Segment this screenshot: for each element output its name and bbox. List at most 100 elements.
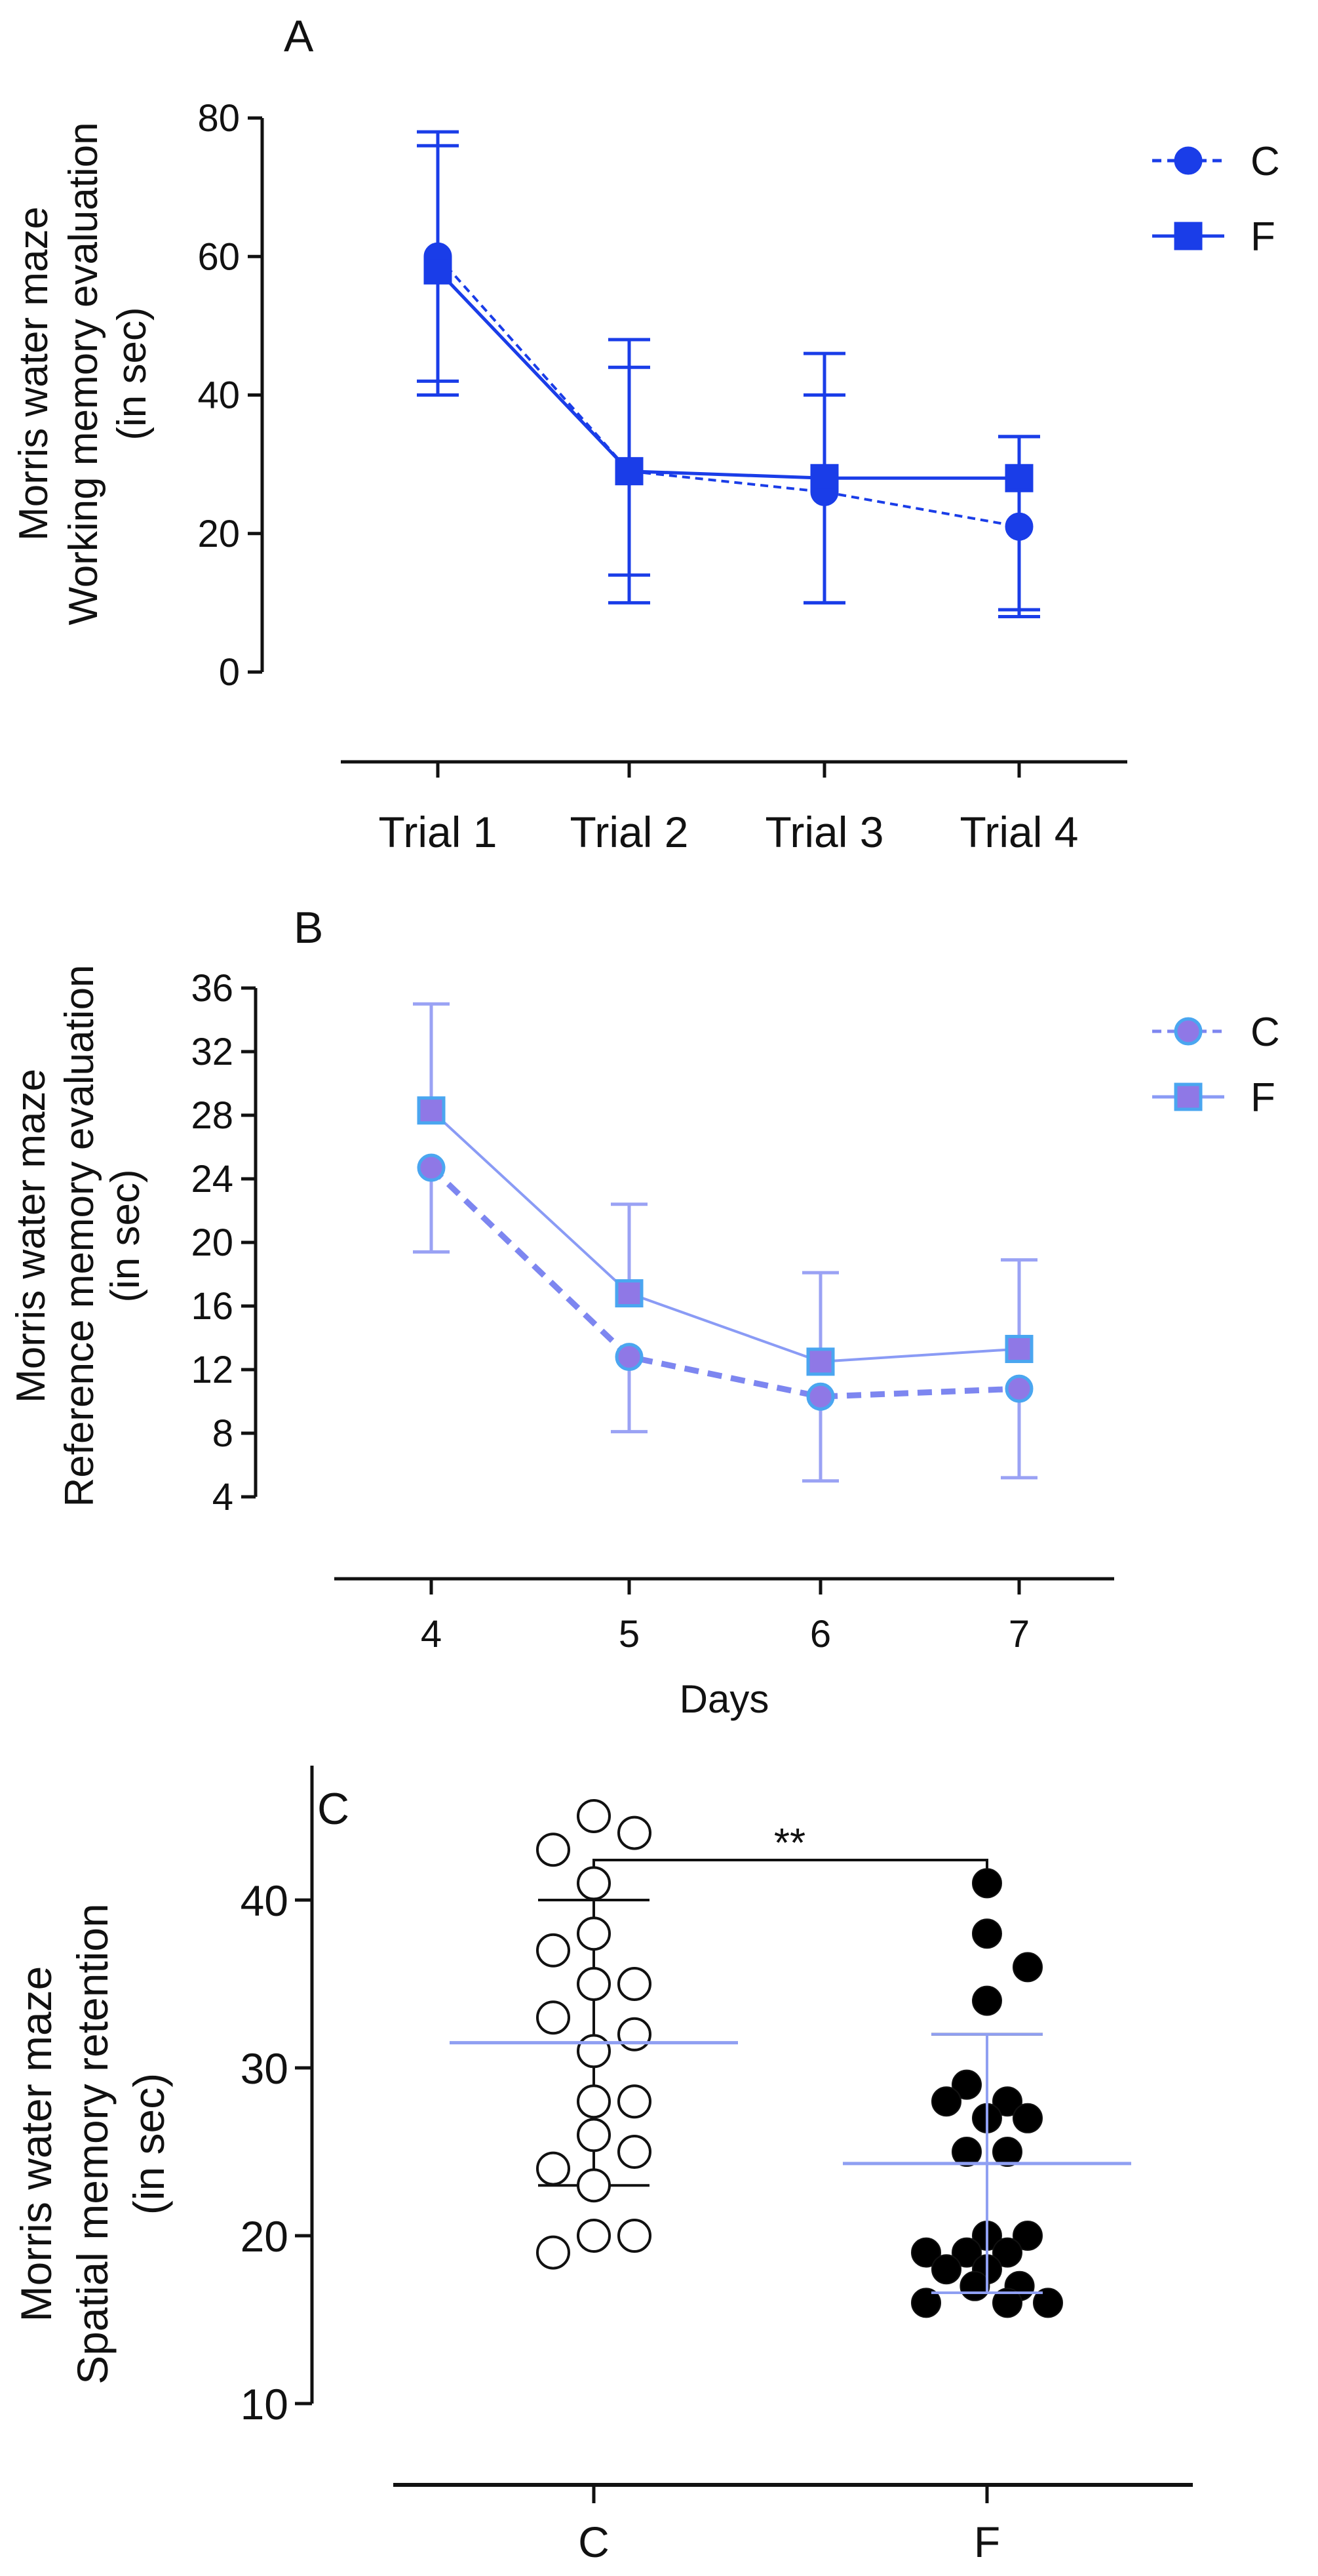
y-tick-label: 36 (191, 967, 233, 1010)
legend-marker (1174, 1017, 1203, 1046)
y-axis-title-line: Working memory evaluation (61, 122, 106, 625)
legend-label: C (1250, 1010, 1280, 1055)
data-point-c (615, 1343, 644, 1372)
series-line (436, 255, 1020, 528)
series-f (417, 1096, 1034, 1376)
y-tick-label: 80 (197, 97, 240, 140)
legend-marker (1174, 1082, 1203, 1111)
data-point-f (1033, 2288, 1063, 2318)
y-tick-label: 40 (197, 374, 240, 417)
x-tick-label: C (578, 2518, 610, 2566)
panel-a-chart: A 0 20 40 60 80 Trial 1 Trial 2 Trial 3 Trial 4 Mo… (11, 11, 1280, 856)
data-point-f (615, 457, 644, 486)
panel-label: B (294, 903, 323, 953)
y-axis-title-line: Spatial memory retention (68, 1903, 117, 2385)
data-point-f (972, 1918, 1002, 1949)
y-tick-label: 12 (191, 1349, 233, 1391)
x-tick-label: 6 (810, 1613, 831, 1655)
x-tick-label: Trial 1 (379, 808, 497, 856)
data-point-f (952, 2069, 982, 2100)
y-tick-label: 28 (191, 1094, 233, 1137)
y-axis-title-line: (in sec) (103, 1169, 148, 1302)
data-point-c (806, 1382, 835, 1411)
x-tick-label: Trial 2 (570, 808, 689, 856)
legend-marker (1174, 222, 1203, 250)
data-point-c (1005, 1374, 1034, 1403)
y-tick-label: 40 (241, 1876, 288, 1925)
legend: CF (1152, 1010, 1280, 1120)
y-tick-label: 0 (219, 651, 240, 694)
y-tick-label: 16 (191, 1285, 233, 1328)
data-point-f (972, 1985, 1002, 2016)
y-axis-title-line: (in sec) (109, 307, 155, 440)
data-point-c (417, 1153, 446, 1182)
data-point-c (577, 2034, 611, 2069)
data-point-f (952, 2237, 982, 2268)
data-point-f (911, 2237, 941, 2268)
x-tick-label: F (974, 2518, 1000, 2566)
panel-b-chart: B 4 8 12 16 20 24 28 32 36 4 5 6 7 Days Morris water ma… (9, 903, 1280, 1721)
data-point-c (536, 1933, 570, 1968)
data-point-f (810, 464, 839, 492)
y-tick-label: 30 (241, 2044, 288, 2093)
data-point-f (992, 2086, 1022, 2117)
y-tick-label: 10 (241, 2380, 288, 2428)
x-tick-label: 4 (421, 1613, 442, 1655)
data-point-c (617, 2219, 651, 2253)
data-point-c (536, 2000, 570, 2035)
legend-label: C (1250, 139, 1280, 184)
series-line (430, 1109, 1020, 1363)
significance-marker: ** (774, 1821, 805, 1866)
y-axis-title-line: Reference memory evaluation (57, 964, 102, 1507)
y-axis-title-line: Morris water maze (11, 207, 56, 541)
data-point-c (617, 2017, 651, 2051)
data-point-c (617, 1967, 651, 2001)
y-tick-label: 20 (241, 2212, 288, 2261)
data-point-f (952, 2137, 982, 2167)
data-point-f (1013, 2221, 1043, 2251)
panel-c-chart: C 10 20 30 40 C F Morris water maze Spatial memo… (12, 1766, 1193, 2566)
data-point-f (931, 2254, 961, 2285)
data-point-c (577, 2219, 611, 2253)
legend-label: F (1250, 214, 1275, 260)
data-point-c (1005, 512, 1034, 541)
panel-label: A (284, 11, 314, 61)
data-point-c (617, 1815, 651, 1850)
x-tick-label: Trial 4 (960, 808, 1079, 856)
y-tick-label: 32 (191, 1031, 233, 1073)
x-axis-title: Days (680, 1677, 769, 1721)
series-c (417, 1153, 1034, 1411)
data-point-c (536, 2151, 570, 2186)
data-point-f (417, 1096, 446, 1125)
data-point-f (1013, 2103, 1043, 2133)
data-point-c (577, 1916, 611, 1951)
x-tick-label: 7 (1009, 1613, 1030, 1655)
mean-f (843, 2032, 1131, 2295)
data-point-f (972, 1868, 1002, 1899)
series-f (423, 256, 1034, 492)
y-axis-title-line: (in sec) (125, 2073, 173, 2215)
y-tick-label: 24 (191, 1158, 233, 1200)
data-point-f (1005, 464, 1034, 492)
legend: CF (1152, 139, 1280, 260)
data-point-f (1013, 1952, 1043, 1983)
y-axis-title-line: Morris water maze (12, 1966, 60, 2322)
data-point-c (536, 1833, 570, 1867)
data-point-c (536, 2235, 570, 2270)
data-point-f (1005, 1334, 1034, 1363)
data-point-f (806, 1347, 835, 1376)
series-line (429, 1165, 1020, 1400)
y-tick-label: 20 (197, 513, 240, 555)
data-point-f (911, 2288, 941, 2318)
data-point-c (577, 1799, 611, 1833)
data-point-f (992, 2137, 1022, 2167)
panel-label: C (317, 1784, 349, 1834)
data-point-c (577, 2168, 611, 2203)
x-tick-label: Trial 3 (766, 808, 884, 856)
data-point-c (577, 2118, 611, 2152)
data-point-f (992, 2237, 1022, 2268)
y-tick-label: 60 (197, 235, 240, 278)
y-tick-label: 4 (212, 1476, 233, 1518)
series-line (436, 269, 1019, 480)
